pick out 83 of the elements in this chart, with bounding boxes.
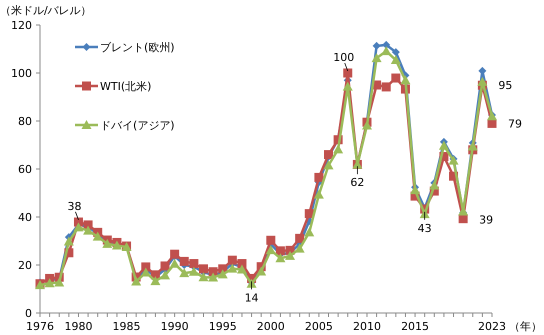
annotation: 14 — [244, 291, 259, 304]
y-tick-label: 100 — [11, 67, 32, 80]
point — [314, 172, 324, 182]
point — [73, 222, 84, 232]
annotation: 79 — [508, 117, 522, 130]
point — [324, 160, 334, 170]
annotation: 38 — [67, 200, 82, 213]
x-tick-label: 2000 — [256, 320, 285, 333]
annotation: 39 — [479, 213, 494, 226]
point — [160, 261, 170, 270]
point — [400, 75, 410, 84]
point — [237, 259, 246, 268]
point — [372, 53, 382, 62]
point — [198, 264, 208, 274]
point — [276, 246, 285, 256]
point — [382, 40, 390, 49]
y-tick-label: 60 — [18, 163, 32, 176]
point — [429, 180, 440, 190]
point — [140, 267, 151, 276]
annotation: 43 — [418, 222, 432, 235]
point — [179, 268, 190, 278]
point — [381, 46, 392, 56]
point — [275, 253, 286, 262]
point — [227, 264, 238, 273]
point — [188, 266, 199, 276]
point — [342, 82, 353, 91]
point — [160, 270, 170, 280]
point — [420, 209, 430, 218]
point — [294, 244, 305, 253]
point — [314, 190, 324, 199]
point — [343, 68, 352, 78]
point — [295, 234, 304, 243]
y-tick-label: 0 — [25, 307, 32, 320]
legend-label: WTI(北米) — [100, 80, 152, 93]
x-tick-label: 1985 — [112, 320, 141, 333]
point — [304, 227, 314, 236]
x-tick-label: 1976 — [26, 320, 54, 333]
point — [390, 55, 401, 64]
annotation: 62 — [350, 176, 364, 190]
legend-label: ブレント(欧州) — [100, 41, 175, 54]
point — [324, 150, 334, 160]
point — [54, 278, 64, 287]
y-tick-label: 20 — [18, 259, 32, 272]
y-tick-label: 120 — [11, 19, 32, 32]
point — [180, 256, 189, 266]
legend-label: ドバイ(アジア) — [100, 119, 175, 132]
x-tick-label: 1980 — [64, 320, 92, 333]
y-tick-label: 40 — [18, 211, 32, 224]
x-tick-label: 2023 — [478, 320, 506, 333]
point — [198, 272, 208, 282]
point — [438, 140, 449, 150]
point — [228, 256, 237, 265]
x-axis-title: （年） — [509, 320, 542, 333]
point — [92, 232, 103, 241]
y-tick-label: 80 — [18, 115, 32, 128]
point — [477, 76, 488, 86]
x-tick-label: 2005 — [304, 320, 333, 333]
point — [391, 74, 400, 83]
point — [83, 226, 94, 235]
y-axis-title: （米ドル/バレル） — [0, 4, 92, 17]
point — [333, 144, 344, 154]
point — [189, 259, 198, 268]
point — [44, 278, 55, 288]
point — [266, 236, 276, 245]
point — [150, 276, 160, 286]
point — [236, 264, 247, 274]
annotation: 100 — [333, 51, 354, 64]
x-tick-label: 2010 — [352, 320, 381, 333]
point — [170, 258, 180, 268]
annotation: 95 — [498, 79, 512, 92]
point — [382, 82, 391, 92]
point — [392, 48, 400, 56]
point — [285, 250, 296, 260]
x-tick-label: 1990 — [160, 320, 189, 333]
x-tick-label: 2015 — [401, 320, 430, 333]
x-tick-label: 1995 — [208, 320, 237, 333]
point — [468, 141, 478, 150]
point — [64, 236, 74, 246]
point — [170, 250, 180, 259]
point — [266, 245, 276, 254]
point — [131, 276, 142, 286]
point — [372, 42, 381, 50]
point — [362, 120, 372, 130]
